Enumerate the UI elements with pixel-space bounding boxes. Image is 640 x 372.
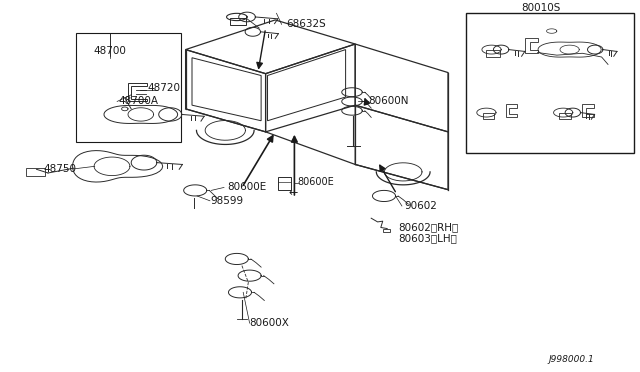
Text: 80600E: 80600E: [298, 177, 334, 187]
Bar: [483, 113, 494, 119]
Text: 68632S: 68632S: [287, 19, 326, 29]
Text: 80600N: 80600N: [368, 96, 408, 106]
Text: 80600E: 80600E: [227, 182, 266, 192]
Text: 80010S: 80010S: [521, 3, 561, 13]
Text: J998000.1: J998000.1: [548, 355, 594, 363]
Text: ←: ←: [289, 188, 298, 198]
Text: 48720: 48720: [147, 83, 180, 93]
Bar: [486, 50, 500, 57]
Bar: [26, 168, 45, 176]
Text: 80600X: 80600X: [250, 318, 289, 328]
Text: 48700: 48700: [93, 46, 127, 56]
Text: 90602: 90602: [404, 201, 437, 211]
Text: 98599: 98599: [210, 196, 243, 206]
Text: 80602（RH）: 80602（RH）: [398, 222, 458, 232]
Bar: [230, 18, 246, 25]
Text: 48750: 48750: [44, 164, 77, 174]
Bar: [383, 229, 390, 232]
Text: 80603（LH）: 80603（LH）: [398, 234, 457, 244]
Bar: [466, 13, 634, 153]
Bar: [559, 113, 571, 119]
Bar: [278, 177, 291, 190]
Text: 48700A: 48700A: [118, 96, 159, 106]
Bar: [76, 33, 181, 142]
